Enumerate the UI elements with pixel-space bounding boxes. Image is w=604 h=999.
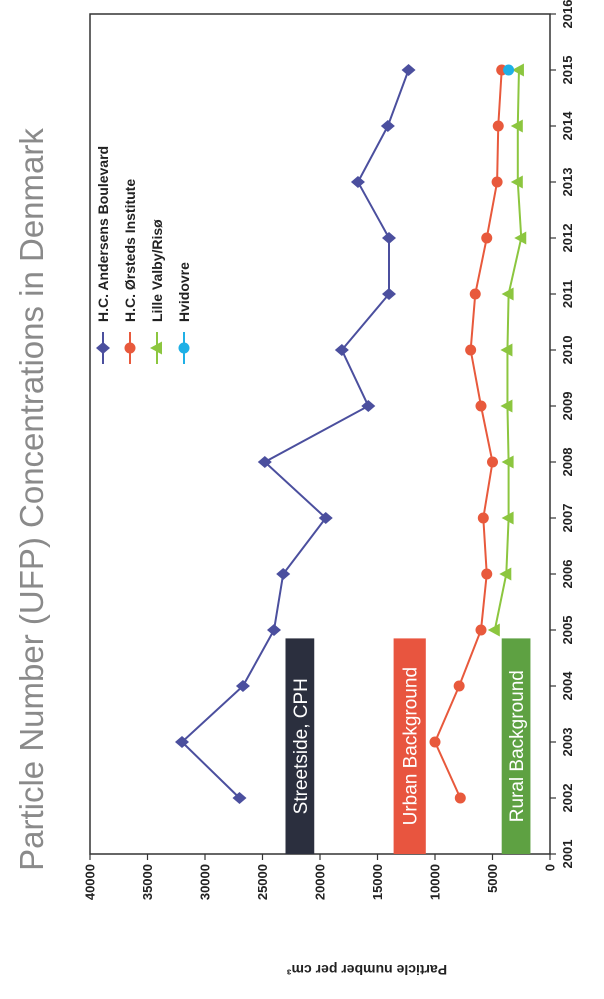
x-tick-label: 2007 — [560, 504, 575, 533]
series-lille-valby-ris- — [487, 63, 527, 637]
data-point — [481, 232, 493, 244]
data-point — [361, 400, 376, 412]
data-point — [465, 344, 477, 356]
series-line — [180, 69, 410, 799]
data-point — [475, 400, 487, 412]
x-tick-label: 2012 — [560, 224, 575, 253]
data-point — [178, 342, 190, 354]
data-point — [500, 399, 513, 413]
region-label: Rural Background — [507, 670, 528, 822]
series-line — [433, 69, 503, 799]
data-point — [382, 288, 396, 300]
data-point — [318, 512, 333, 524]
y-tick-label: 40000 — [83, 864, 98, 900]
y-axis-label: Particle number per cm³ — [287, 962, 448, 978]
data-point — [235, 680, 250, 692]
region-labels: Streetside, CPH Urban Background Rural Bac… — [285, 638, 531, 854]
data-point — [453, 680, 465, 692]
x-tick-label: 2008 — [560, 448, 575, 477]
legend-item: H.C. Andersens Boulevard — [95, 146, 111, 364]
y-tick-label: 5000 — [485, 864, 500, 893]
data-point — [382, 232, 396, 244]
data-point — [503, 64, 515, 76]
legend-label: Hvidovre — [176, 262, 192, 322]
data-point — [501, 511, 514, 525]
x-tick-label: 2014 — [560, 111, 575, 141]
legend-item: Lille Valby/Risø — [149, 219, 165, 364]
y-tick-label: 10000 — [428, 864, 443, 900]
data-point — [257, 456, 272, 468]
x-tick-label: 2001 — [560, 840, 575, 869]
region-box — [501, 638, 531, 854]
data-point — [175, 736, 189, 748]
region-box — [285, 638, 315, 854]
data-point — [232, 792, 247, 804]
data-point — [267, 624, 281, 636]
data-point — [514, 231, 527, 245]
data-point — [491, 176, 503, 188]
chart-title: Particle Number (UFP) Concentrations in … — [13, 128, 50, 871]
series-h-c-andersens-boulevard — [175, 64, 416, 804]
data-point — [510, 119, 523, 133]
y-axis: 0 5000 10000 15000 20000 25000 30000 35000 40000 — [83, 854, 558, 900]
x-tick-label: 2002 — [560, 784, 575, 813]
data-point — [350, 176, 365, 188]
data-point — [501, 455, 514, 469]
y-tick-label: 15000 — [370, 864, 385, 900]
x-axis: 2001 2002 2003 2004 2005 2006 2007 2008 2009 2010… — [550, 0, 575, 868]
series-layer — [175, 63, 527, 804]
y-tick-label: 0 — [543, 864, 558, 871]
x-tick-label: 2004 — [560, 671, 575, 701]
data-point — [150, 341, 162, 355]
y-tick-label: 20000 — [313, 864, 328, 900]
x-tick-label: 2013 — [560, 168, 575, 197]
data-point — [334, 344, 349, 356]
legend-item: Hvidovre — [176, 262, 192, 364]
data-point — [487, 623, 500, 637]
y-tick-label: 35000 — [140, 864, 155, 900]
data-point — [124, 342, 136, 354]
legend: H.C. Andersens Boulevard H.C. Ørsteds Ins… — [95, 146, 192, 364]
data-point — [511, 63, 524, 77]
data-point — [501, 287, 514, 301]
data-point — [500, 343, 513, 357]
legend-label: Lille Valby/Risø — [149, 219, 165, 322]
data-point — [276, 568, 291, 580]
x-tick-label: 2016 — [560, 0, 575, 28]
x-tick-label: 2005 — [560, 616, 575, 645]
data-point — [481, 568, 493, 580]
data-point — [510, 175, 523, 189]
data-point — [475, 624, 487, 636]
plot-frame — [89, 13, 551, 855]
data-point — [96, 342, 110, 354]
legend-label: H.C. Andersens Boulevard — [95, 146, 111, 322]
region-label: Urban Background — [401, 667, 422, 825]
data-point — [492, 120, 504, 132]
data-point — [487, 456, 498, 468]
x-tick-label: 2006 — [560, 560, 575, 589]
data-point — [454, 792, 466, 804]
data-point — [477, 512, 489, 524]
legend-item: H.C. Ørsteds Institute — [122, 179, 138, 364]
plot-area: Streetside, CPH Urban Background Rural Bac… — [83, 0, 576, 900]
region-box — [393, 638, 426, 854]
x-tick-label: 2003 — [560, 728, 575, 757]
data-point — [429, 736, 441, 748]
series-hvidovre — [503, 64, 515, 76]
x-tick-label: 2011 — [560, 280, 575, 308]
x-tick-label: 2009 — [560, 392, 575, 421]
data-point — [401, 64, 416, 76]
y-tick-label: 30000 — [198, 864, 213, 900]
x-tick-label: 2015 — [560, 56, 575, 85]
x-tick-label: 2010 — [560, 336, 575, 365]
data-point — [469, 288, 481, 300]
y-tick-label: 25000 — [255, 864, 270, 900]
legend-label: H.C. Ørsteds Institute — [122, 179, 138, 322]
data-point — [499, 567, 512, 581]
region-label: Streetside, CPH — [291, 678, 312, 814]
data-point — [380, 120, 395, 132]
series-h-c-rsteds-institute — [429, 64, 508, 804]
